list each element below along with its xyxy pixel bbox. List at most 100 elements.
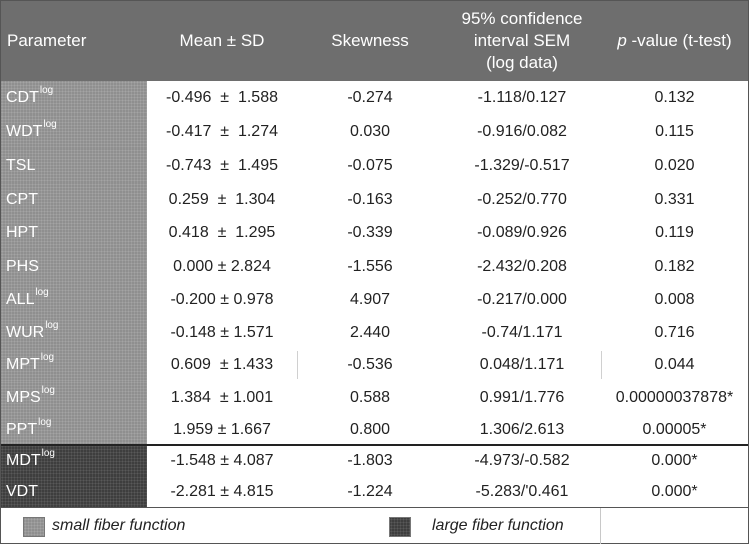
header-parameter-text: Parameter — [7, 31, 87, 50]
table-row: HPT 0.418 ± 1.295 -0.339 -0.089/0.926 0.119 — [1, 216, 748, 250]
log-superscript: log — [38, 416, 52, 428]
skew-cell: 2.440 — [349, 323, 391, 341]
skew-cell: 0.800 — [349, 420, 391, 438]
ci-cell: 0.048/1.171 — [479, 356, 565, 373]
parameter-cell: CPT — [1, 183, 147, 216]
p-cell: 0.044 — [654, 356, 695, 373]
ci-cell: -5.283/'0.461 — [475, 482, 569, 500]
p-cell: 0.331 — [654, 190, 695, 208]
mean-cell: -0.496 ± 1.588 — [166, 89, 278, 106]
parameter-name: WUR — [6, 323, 45, 341]
header-ci-line1: 95% confidence — [461, 9, 583, 28]
ci-cell: -1.118/0.127 — [477, 89, 567, 106]
table-row: WUR log -0.148 ± 1.571 2.440 -0.74/1.171 0.71… — [1, 316, 748, 349]
table-header: Parameter Mean ± SD Skewness 95% confide… — [1, 1, 748, 81]
ci-cell: -0.916/0.082 — [477, 123, 567, 140]
parameter-name: HPT — [6, 224, 38, 241]
p-cell: 0.00005* — [642, 420, 707, 438]
parameter-cell: VDT — [1, 476, 147, 507]
mean-cell: 0.259 ± 1.304 — [168, 190, 276, 208]
parameter-name: PHS — [6, 257, 39, 275]
parameter-cell: MDT log — [1, 445, 147, 476]
legend-divider — [600, 508, 601, 544]
header-ci-line2: interval SEM — [473, 31, 571, 50]
ci-cell: 1.306/2.613 — [479, 420, 565, 438]
p-cell: 0.008 — [654, 290, 695, 308]
log-superscript: log — [41, 447, 55, 459]
ci-cell: -1.329/-0.517 — [474, 157, 570, 174]
table-row: WDT log -0.417 ± 1.274 0.030 -0.916/0.082 0.1… — [1, 115, 748, 149]
parameter-name: MDT — [6, 451, 41, 469]
parameter-name: ALL — [6, 290, 35, 308]
log-superscript: log — [35, 286, 49, 298]
large-fiber-label: large fiber function — [432, 517, 564, 534]
parameter-name: MPT — [6, 356, 40, 373]
skew-cell: 0.588 — [349, 388, 391, 406]
log-superscript: log — [39, 85, 54, 97]
p-cell: 0.182 — [654, 257, 695, 275]
ci-cell: -0.252/0.770 — [477, 190, 567, 208]
mean-cell: 0.418 ± 1.295 — [168, 224, 276, 241]
skew-cell: -0.536 — [347, 356, 393, 373]
parameter-cell: CDT log — [1, 81, 147, 115]
header-p-rest: -value (t-test) — [626, 31, 732, 50]
ci-cell: -0.217/0.000 — [477, 290, 567, 308]
small-fiber-swatch — [23, 517, 45, 537]
log-superscript: log — [43, 119, 57, 131]
mean-cell: -2.281 ± 4.815 — [170, 482, 274, 500]
skew-cell: -0.339 — [347, 224, 393, 241]
log-superscript: log — [41, 384, 55, 396]
mean-cell: 0.000 ± 2.824 — [173, 257, 271, 275]
table-row: MDT log -1.548 ± 4.087 -1.803 -4.973/-0.582 0… — [1, 445, 748, 476]
parameter-cell: ALL log — [1, 283, 147, 316]
parameter-cell: WDT log — [1, 115, 147, 149]
large-fiber-swatch — [389, 517, 411, 537]
parameter-cell: MPT log — [1, 349, 147, 381]
table-row: MPS log 1.384 ± 1.001 0.588 0.991/1.776 0.000… — [1, 381, 748, 414]
parameter-name: VDT — [6, 482, 38, 500]
ci-cell: -4.973/-0.582 — [474, 451, 570, 469]
table-row: MPT log 0.609 ± 1.433 -0.536 0.048/1.171 0.04… — [1, 349, 748, 381]
p-cell: 0.000* — [651, 451, 698, 469]
skew-cell: 4.907 — [349, 290, 391, 308]
header-parameter: Parameter — [1, 1, 153, 81]
header-confidence-interval: 95% confidence interval SEM (log data) — [443, 1, 601, 81]
p-cell: 0.132 — [654, 89, 695, 106]
header-skewness: Skewness — [297, 1, 443, 81]
skew-cell: -1.556 — [347, 257, 393, 275]
small-fiber-label: small fiber function — [52, 517, 186, 534]
ci-cell: -2.432/0.208 — [477, 257, 567, 275]
skew-cell: -0.163 — [347, 190, 393, 208]
table-row: PPT log 1.959 ± 1.667 0.800 1.306/2.613 0.000… — [1, 414, 748, 445]
p-cell: 0.115 — [655, 123, 694, 140]
mean-cell: -0.417 ± 1.274 — [166, 123, 278, 140]
parameter-name: WDT — [6, 123, 43, 140]
ci-cell: -0.089/0.926 — [477, 224, 567, 241]
skew-cell: -0.274 — [347, 89, 393, 106]
p-cell: 0.020 — [654, 157, 695, 174]
log-superscript: log — [40, 352, 55, 364]
skew-cell: -0.075 — [347, 157, 393, 174]
parameter-cell: WUR log — [1, 316, 147, 349]
parameter-name: TSL — [6, 157, 36, 174]
p-cell: 0.716 — [654, 323, 695, 341]
parameter-name: MPS — [6, 388, 41, 406]
p-cell: 0.000* — [651, 482, 698, 500]
ci-cell: -0.74/1.171 — [481, 323, 563, 341]
parameter-cell: HPT — [1, 216, 147, 250]
header-p-value-text: p -value (t-test) — [617, 30, 731, 52]
mean-cell: -0.743 ± 1.495 — [166, 157, 278, 174]
column-separator — [601, 351, 602, 379]
skew-cell: -1.224 — [347, 482, 393, 500]
legend: small fiber function large fiber functio… — [1, 507, 748, 544]
header-p-italic: p — [617, 31, 627, 50]
table-row: TSL -0.743 ± 1.495 -0.075 -1.329/-0.517 0.02… — [1, 149, 748, 183]
table-row: CPT 0.259 ± 1.304 -0.163 -0.252/0.770 0.331 — [1, 183, 748, 216]
p-cell: 0.00000037878* — [615, 388, 734, 406]
parameter-name: PPT — [6, 420, 38, 438]
mean-cell: 1.959 ± 1.667 — [173, 420, 271, 438]
header-skewness-text: Skewness — [331, 31, 409, 50]
group-divider — [1, 444, 748, 446]
p-cell: 0.119 — [655, 224, 694, 241]
